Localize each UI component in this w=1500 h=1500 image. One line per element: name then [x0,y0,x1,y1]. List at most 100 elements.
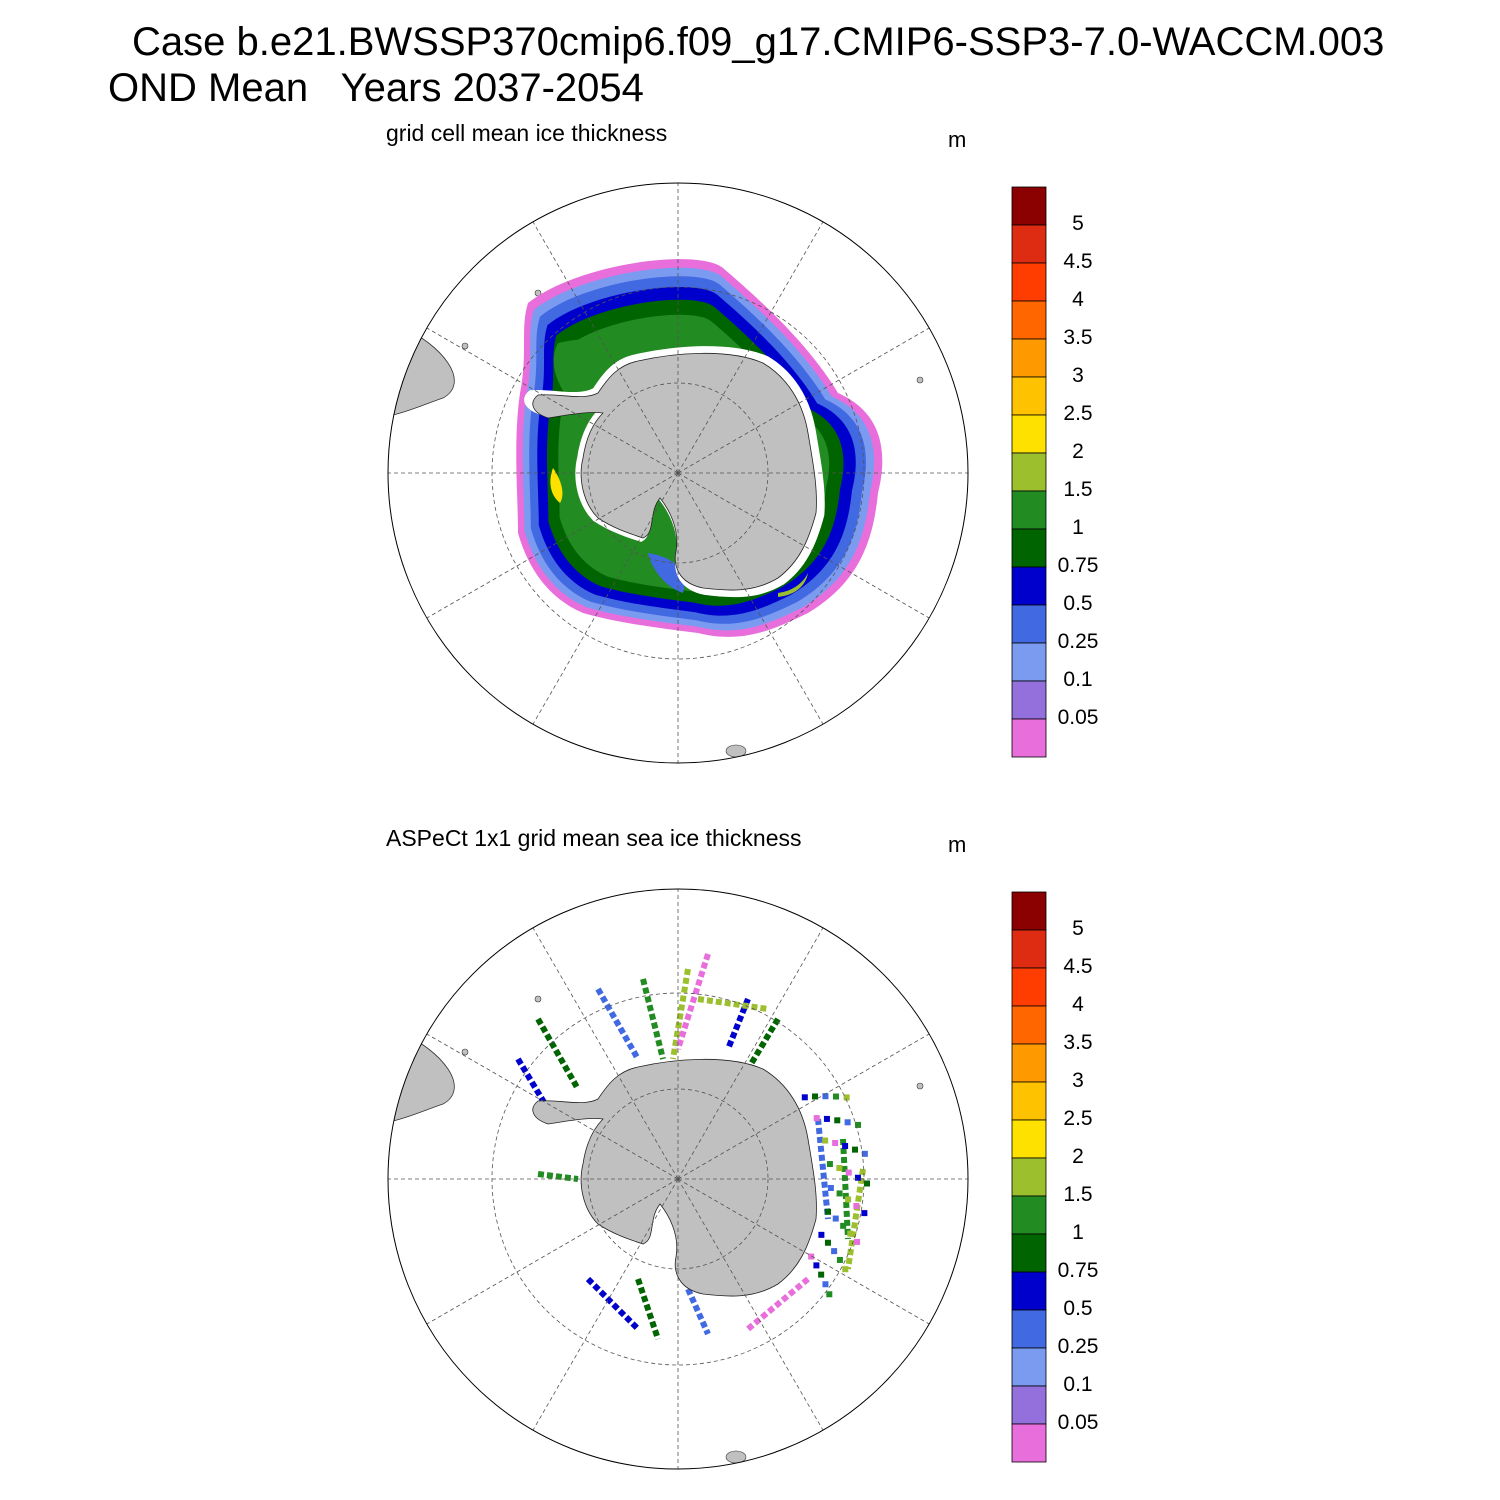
observation-track [697,996,769,1012]
latitude-circle-1 [587,382,769,564]
observation-cell [826,1161,833,1168]
colorbar-tick-label: 0.25 [1057,630,1099,653]
colorbar-swatch [1011,1233,1047,1273]
island-south-georgia [534,995,542,1003]
colorbar-tick-label: 0.5 [1063,1297,1093,1320]
meridian-line [677,327,930,474]
latitude-circle-1 [587,1088,769,1270]
observation-cell [808,1253,815,1260]
colorbar-swatch [1011,891,1047,931]
colorbar-tick-label: 0.25 [1057,1335,1099,1358]
observation-cell [845,1169,852,1176]
observation-cell [822,1137,829,1144]
meridian-line [532,1178,679,1431]
observation-track [845,1168,866,1270]
panel2-units: m [948,832,967,857]
antarctica-landmass [532,352,817,591]
observation-cell [843,1094,850,1101]
meridian-line [677,221,824,474]
colorbar-tick-label: 0.05 [1057,706,1099,729]
colorbar-tick-label: 2 [1072,1145,1084,1168]
colorbar-tick-label: 0.1 [1063,668,1093,691]
observation-cell [827,1184,834,1191]
east-edge-ice [778,573,808,597]
observation-cell [818,1271,825,1278]
colorbar-tick-label: 2 [1072,440,1084,463]
meridian-line [426,472,679,619]
panel1-title: grid cell mean ice thickness [386,120,668,146]
observation-cell [818,1231,825,1238]
observation-cell [854,1238,861,1245]
observation-cell [801,1094,808,1101]
observation-cell [863,1180,870,1187]
observation-cell [824,1239,831,1246]
colorbar-swatch [1011,642,1047,682]
map-border-2 [387,888,969,1470]
map-panel-2 [387,888,969,1470]
colorbar-swatch [1011,1005,1047,1045]
colorbar-tick-label: 0.05 [1057,1411,1099,1434]
meridian-line [677,927,824,1180]
colorbar-tick-label: 1.5 [1063,1183,1093,1206]
colorbar-tick-label: 0.75 [1057,1259,1099,1282]
map-content-2 [388,889,968,1469]
map-border-1 [387,182,969,764]
observation-track [640,978,666,1060]
colorbar-tick-label: 2.5 [1063,1107,1093,1130]
observation-cell [836,1190,843,1197]
observation-cell [836,1256,843,1263]
observation-cell [823,1115,830,1122]
colorbar-swatch [1011,1347,1047,1387]
observation-cell [813,1262,820,1269]
colorbar-tick-label: 0.5 [1063,592,1093,615]
observation-track [585,1276,641,1332]
colorbar-swatch [1011,1271,1047,1311]
island-kerguelen [916,1082,924,1090]
meridian-line [532,927,679,1180]
colorbar-swatch [1011,1309,1047,1349]
ross-sea-thin-ice [648,553,685,593]
meridian-line [426,1033,679,1180]
colorbar-swatch [1011,490,1047,530]
observation-track [675,953,711,1050]
colorbar-swatch [1011,1081,1047,1121]
colorbar-tick-label: 4 [1072,288,1084,311]
observation-track [595,987,641,1061]
colorbar-1 [1011,186,1047,758]
observation-cell [834,1117,841,1124]
map-content-1 [388,183,968,763]
observation-track [840,1138,851,1240]
meridian-line [677,1178,930,1325]
observation-track [537,1171,579,1182]
observation-track [635,1278,661,1340]
colorbar-swatch [1011,680,1047,720]
observation-cell [813,1115,820,1122]
colorbar-tick-label: 2.5 [1063,402,1093,425]
observation-cell [842,1142,849,1149]
colorbar-swatch [1011,376,1047,416]
colorbar-swatch [1011,338,1047,378]
colorbar-tick-label: 4.5 [1063,250,1093,273]
colorbar-swatch [1011,414,1047,454]
colorbar-tick-label: 3 [1072,364,1084,387]
colorbar-swatch [1011,566,1047,606]
south-america-landmass [392,322,455,416]
meridian-line [426,1178,679,1325]
colorbar-tick-label: 4.5 [1063,955,1093,978]
colorbar-tick-label: 3.5 [1063,326,1093,349]
observation-cell [861,1150,868,1157]
observation-track [670,968,691,1060]
observation-cell [832,1215,839,1222]
colorbar-swatch [1011,186,1047,226]
observation-cell [825,1208,832,1215]
colorbar-swatch [1011,1423,1047,1463]
colorbar-swatch [1011,452,1047,492]
observation-cell [842,1266,849,1273]
colorbar-swatch [1011,604,1047,644]
observation-cell [845,1196,852,1203]
colorbar-tick-label: 3.5 [1063,1031,1093,1054]
observation-cell [840,1222,847,1229]
observation-cell [854,1174,861,1181]
colorbar-swatch [1011,262,1047,302]
observation-cell [826,1291,833,1298]
